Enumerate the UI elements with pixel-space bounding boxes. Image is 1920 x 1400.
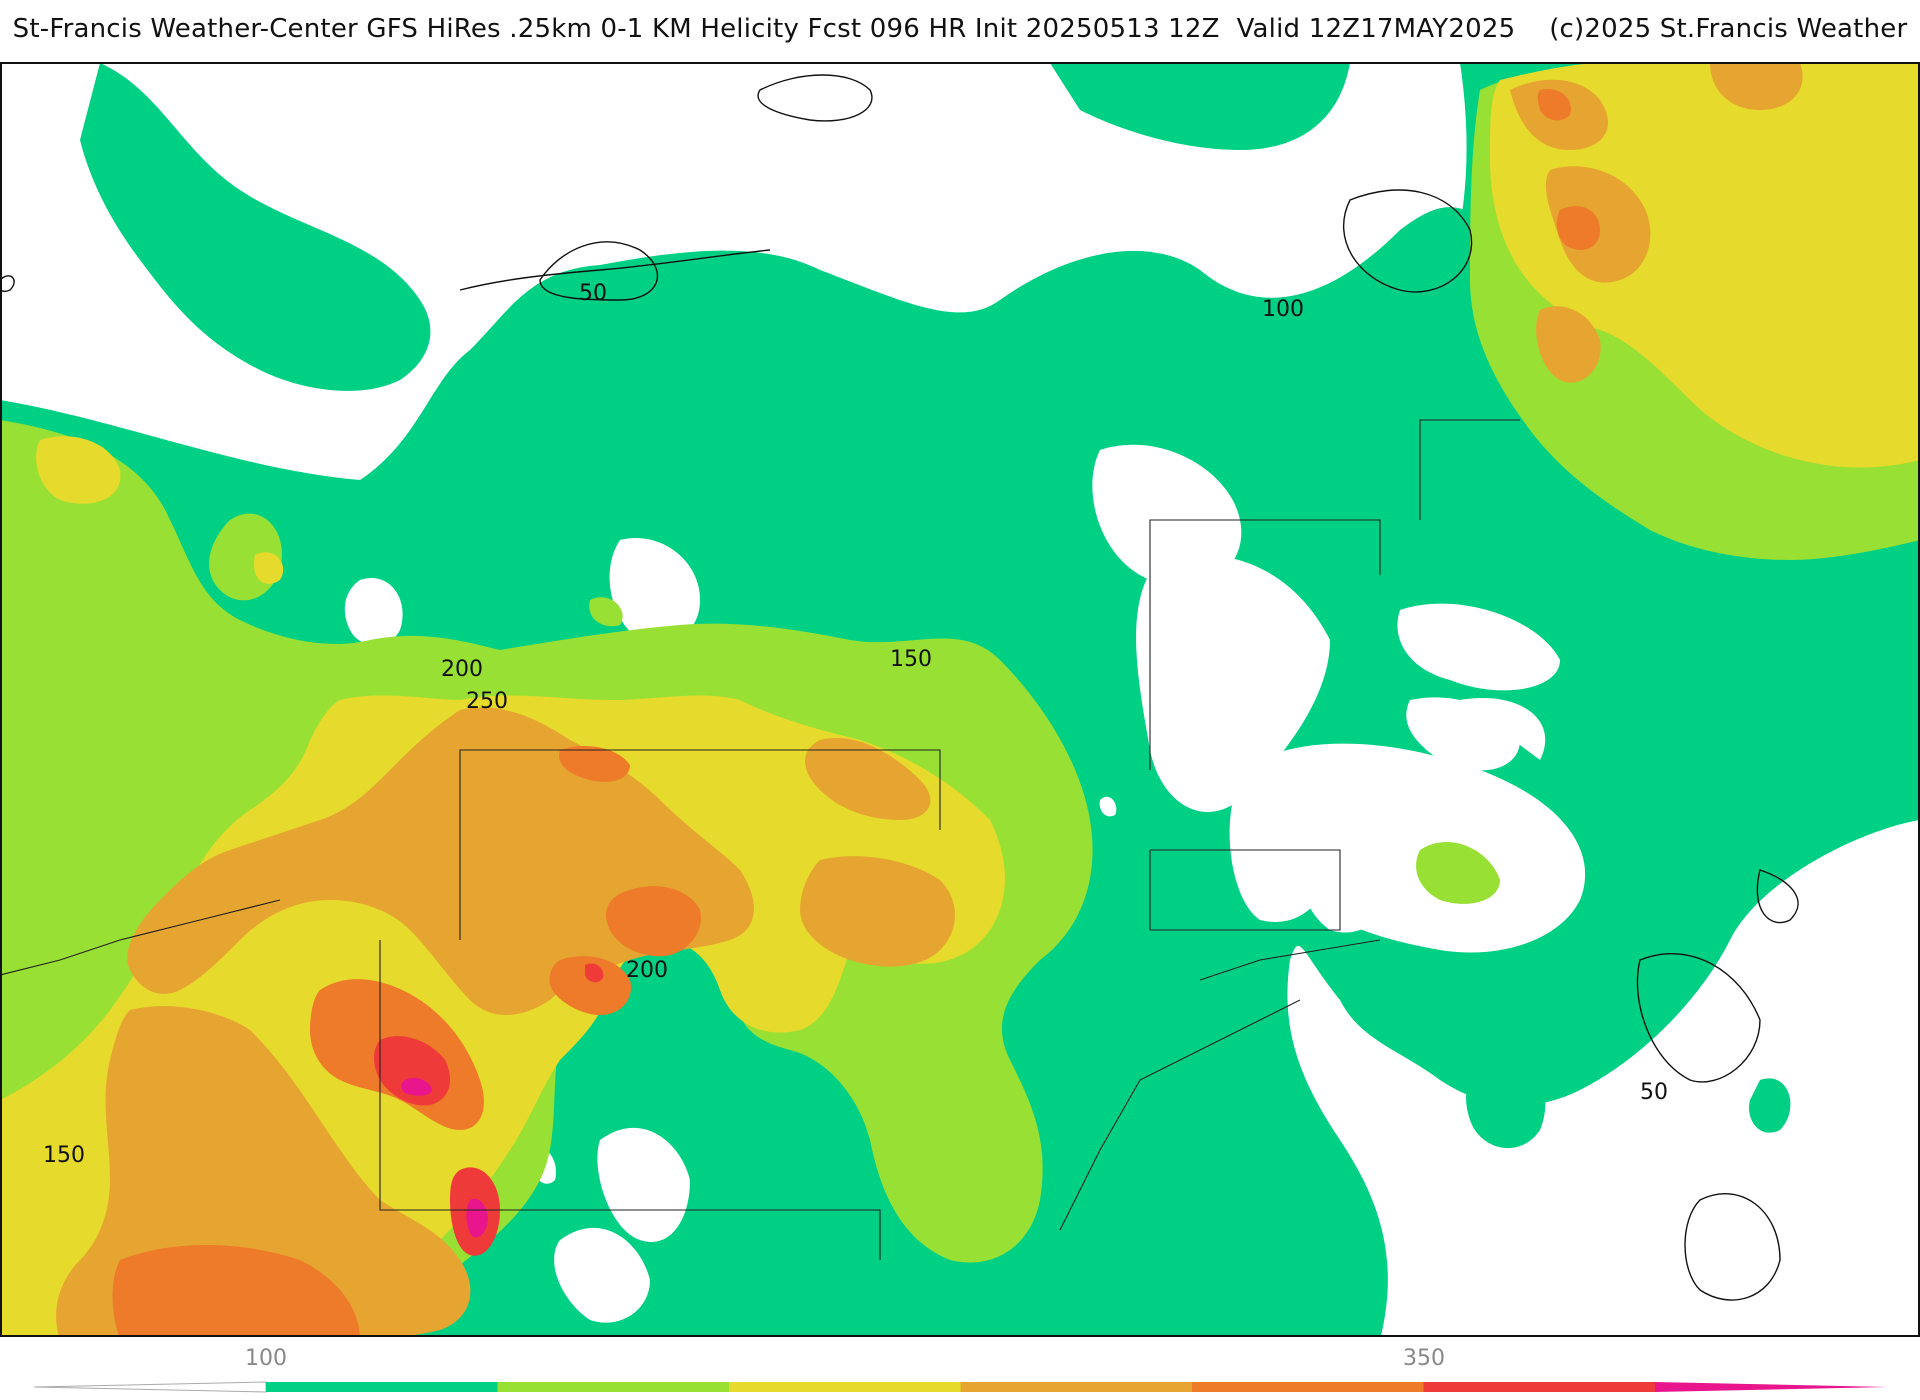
colorbar-segment — [266, 1382, 498, 1392]
map-frame — [0, 62, 1920, 1337]
contour-label-200-center: 200 — [626, 958, 668, 983]
helicity-350-fill — [401, 1078, 488, 1238]
map-title: St-Francis Weather-Center GFS HiRes .25k… — [12, 14, 1908, 44]
contour-lines — [1, 74, 1799, 1301]
contour-label-100: 100 — [1262, 297, 1304, 322]
contour-label-50-north: 50 — [579, 281, 607, 306]
colorbar-segments — [266, 1382, 1656, 1392]
colorbar: 100 350 — [33, 1346, 1888, 1393]
colorbar-low-arrow — [33, 1381, 267, 1393]
contour-label-150-east: 150 — [890, 647, 932, 672]
contour-label-50-east: 50 — [1640, 1080, 1668, 1105]
colorbar-segment — [960, 1382, 1193, 1392]
contour-label-group: 50 100 150 200 250 200 150 50 — [43, 281, 1668, 1168]
contour-label-200-north: 200 — [441, 657, 483, 682]
colorbar-segment — [1192, 1382, 1424, 1392]
colorbar-tick-100: 100 — [245, 1346, 287, 1371]
helicity-below-50-holes — [76, 444, 1586, 1323]
colorbar-segment — [729, 1382, 961, 1392]
contour-label-250: 250 — [466, 689, 508, 714]
colorbar-high-arrow — [1655, 1382, 1888, 1392]
colorbar-segment — [1423, 1382, 1656, 1392]
contour-label-150-west: 150 — [43, 1143, 85, 1168]
boundary-lines — [1, 419, 1520, 1260]
map-fields — [1, 63, 1919, 1336]
colorbar-tick-350: 350 — [1403, 1346, 1445, 1371]
colorbar-segment — [497, 1382, 730, 1392]
